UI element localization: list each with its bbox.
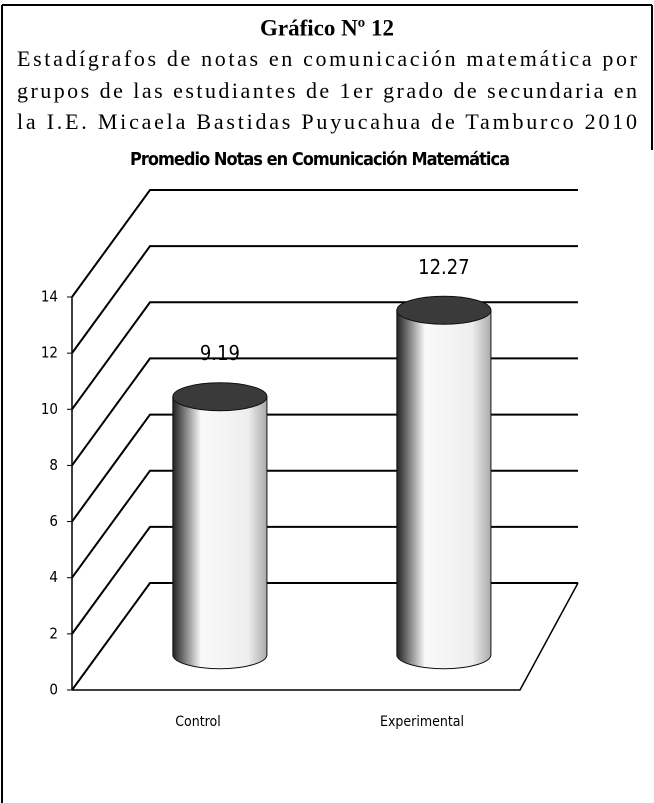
data-label: 12.27	[418, 255, 470, 279]
y-tick-label: 14	[41, 288, 58, 306]
y-tick-label: 12	[41, 344, 58, 362]
y-tick-label: 4	[49, 568, 58, 586]
x-tick-label: Control	[175, 714, 221, 730]
x-tick-label: Experimental	[380, 714, 464, 730]
title: Gráfico Nº 12	[260, 15, 394, 40]
cylinder-top	[396, 295, 492, 325]
subtitle-line: grupos de las estudiantes de 1er grado d…	[17, 78, 637, 103]
data-label: 9.19	[200, 341, 240, 365]
grid-line	[71, 469, 578, 579]
y-tick-label: 2	[49, 624, 58, 642]
grid-line	[71, 301, 578, 410]
cylinder-top	[172, 382, 268, 412]
y-tick-label: 6	[49, 512, 58, 530]
chart-title: Promedio Notas en Comunicación Matemátic…	[130, 149, 510, 170]
grid-line	[71, 189, 578, 298]
y-tick-label: 8	[49, 456, 58, 474]
y-tick-label: 0	[49, 681, 58, 699]
subtitle-line: la I.E. Micaela Bastidas Puyucahua de Ta…	[17, 109, 637, 134]
subtitle-line: Estadígrafos de notas en comunicación ma…	[17, 46, 638, 71]
cylinder-body	[396, 309, 492, 670]
grid-line	[71, 357, 578, 467]
grid-line	[71, 245, 578, 354]
grid-line	[71, 413, 578, 523]
y-tick-label: 10	[41, 400, 58, 418]
grid-line	[71, 582, 578, 691]
grid-line	[71, 525, 578, 635]
floor	[72, 582, 579, 691]
cylinder-body	[172, 396, 268, 670]
